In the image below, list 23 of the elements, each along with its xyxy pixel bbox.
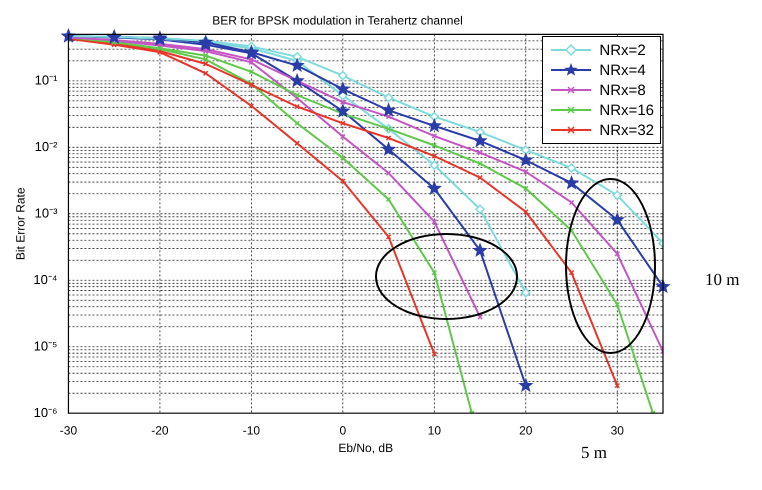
legend-label: NRx=2 bbox=[599, 42, 646, 59]
x-tick-label: 30 bbox=[610, 424, 624, 438]
x-axis-title: Eb/No, dB bbox=[338, 441, 394, 456]
x-tick-label: -20 bbox=[151, 424, 169, 438]
legend-label: NRx=4 bbox=[599, 62, 646, 79]
legend-label: NRx=16 bbox=[599, 102, 654, 119]
y-tick-label: 10⁻⁶ bbox=[34, 404, 58, 420]
x-tick-label: -30 bbox=[60, 424, 78, 438]
legend-label: NRx=32 bbox=[599, 122, 654, 139]
y-tick-label: 10⁻⁴ bbox=[33, 272, 58, 287]
x-tick-label: 20 bbox=[519, 424, 533, 438]
text: 5 m bbox=[580, 443, 607, 464]
x-tick-label: 10 bbox=[428, 424, 442, 438]
y-tick-label: 10⁻² bbox=[34, 138, 58, 154]
y-tick-label: 10⁻³ bbox=[34, 205, 58, 220]
chart-title: BER for BPSK modulation in Terahertz channel bbox=[212, 14, 463, 28]
x-tick-label: -10 bbox=[242, 424, 260, 438]
y-tick-label: 10⁻⁵ bbox=[34, 338, 58, 354]
y-axis-title: Bit Error Rate bbox=[14, 187, 28, 260]
text: 10 m bbox=[705, 270, 740, 290]
y-tick-label: 10⁻¹ bbox=[34, 72, 58, 88]
x-tick-label: 0 bbox=[340, 424, 347, 438]
legend-label: NRx=8 bbox=[599, 82, 646, 99]
